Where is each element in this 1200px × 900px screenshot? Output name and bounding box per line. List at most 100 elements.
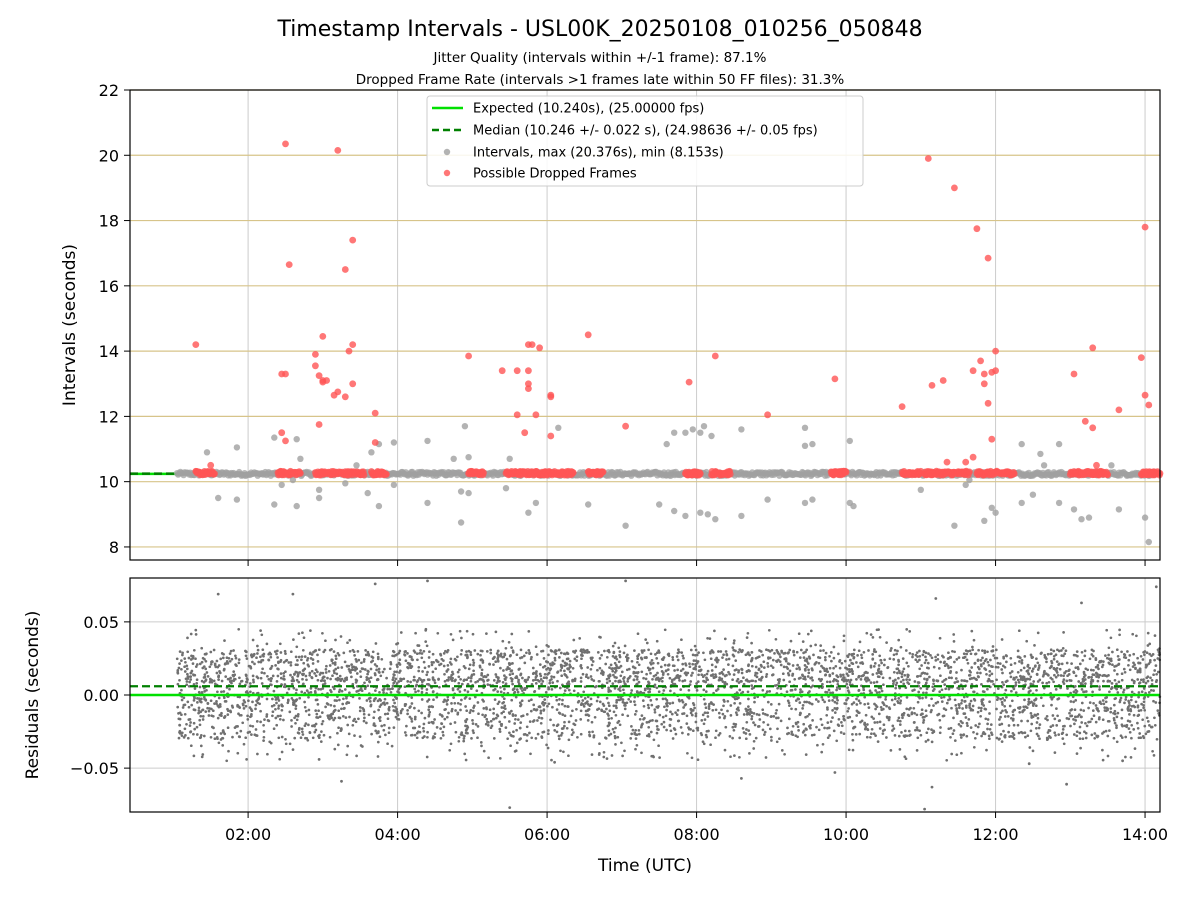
residual-point <box>1066 674 1069 678</box>
residual-point <box>880 689 884 693</box>
residual-point <box>432 735 435 738</box>
residual-point <box>1034 704 1038 708</box>
residual-point <box>1146 644 1150 647</box>
residual-point <box>369 703 373 707</box>
residual-point <box>460 636 463 640</box>
residual-point <box>825 713 829 717</box>
residual-point <box>357 689 360 693</box>
residual-point <box>534 682 538 685</box>
residual-point <box>552 723 555 727</box>
interval-point <box>233 496 241 503</box>
residual-point <box>722 698 726 702</box>
residual-point <box>874 707 877 711</box>
residual-point <box>636 660 639 664</box>
residual-point <box>769 703 773 706</box>
residual-point <box>650 659 654 662</box>
residual-point <box>298 671 302 674</box>
residual-point <box>750 664 754 668</box>
residual-point <box>248 682 252 685</box>
residual-point <box>695 653 699 657</box>
residual-point <box>762 720 765 724</box>
residual-point <box>636 632 640 636</box>
residual-point <box>619 664 623 668</box>
residual-point <box>870 732 873 736</box>
residual-point <box>508 731 511 735</box>
residual-point <box>371 650 375 654</box>
residual-point <box>545 743 548 747</box>
residual-point <box>895 681 899 685</box>
residual-point <box>661 715 665 719</box>
residual-point <box>195 678 199 682</box>
residual-point <box>966 661 970 665</box>
residual-point <box>626 653 629 657</box>
residual-point <box>190 703 194 707</box>
residual-point <box>599 636 602 639</box>
residual-point <box>927 704 931 707</box>
residual-point <box>219 657 223 661</box>
residual-point <box>764 756 768 759</box>
dropped-frame-point <box>584 331 592 339</box>
residual-point <box>614 726 617 730</box>
residual-point <box>412 649 416 653</box>
residual-point <box>612 704 616 708</box>
residual-point <box>358 709 362 713</box>
interval-point <box>663 440 670 448</box>
residual-point <box>356 650 360 653</box>
residual-point <box>413 687 417 691</box>
interval-point <box>293 502 300 510</box>
residual-point <box>772 715 776 718</box>
residual-point <box>456 655 459 659</box>
residual-point <box>726 699 730 703</box>
interval-point <box>764 496 771 503</box>
residual-point <box>766 665 770 668</box>
residual-point <box>384 733 387 737</box>
residual-point <box>1009 663 1013 667</box>
residual-point <box>298 696 302 700</box>
residual-point <box>467 667 471 671</box>
residual-point <box>534 645 538 649</box>
residual-point <box>1053 751 1057 754</box>
interval-point <box>315 494 323 502</box>
residual-point <box>283 683 287 686</box>
residual-point <box>817 700 820 703</box>
residual-point <box>308 731 312 735</box>
residual-point <box>536 732 540 736</box>
residual-point <box>826 708 829 711</box>
residual-point <box>807 671 811 675</box>
residual-point <box>541 649 545 653</box>
residual-point <box>469 679 473 683</box>
interval-point <box>697 429 704 436</box>
residual-point <box>422 660 426 664</box>
residual-point <box>911 653 915 656</box>
residual-point <box>332 687 336 691</box>
residual-point <box>197 706 201 710</box>
residual-point <box>529 709 533 713</box>
residual-point <box>313 724 316 728</box>
residual-point <box>192 732 195 736</box>
residual-point <box>481 713 484 717</box>
residual-point <box>679 688 683 691</box>
residual-point <box>460 649 464 652</box>
residual-point <box>615 701 618 704</box>
residual-point <box>503 687 506 691</box>
intervals-points <box>173 423 1160 546</box>
residual-point <box>1131 665 1135 668</box>
residual-point <box>619 685 623 688</box>
residual-point <box>843 659 847 663</box>
residual-point <box>220 679 224 683</box>
residual-point <box>677 648 680 652</box>
residual-point <box>453 721 457 724</box>
residual-point <box>951 649 954 653</box>
residual-point <box>1112 711 1115 715</box>
residual-point <box>1021 675 1025 679</box>
residual-point <box>305 678 308 682</box>
residual-point <box>553 729 557 732</box>
residual-point <box>788 669 792 673</box>
residual-point <box>915 651 919 654</box>
dropped-frame-point <box>532 411 540 419</box>
residual-point <box>294 721 297 725</box>
residual-point <box>311 736 315 740</box>
residual-point <box>1078 725 1082 729</box>
interval-point <box>375 502 383 510</box>
residual-point <box>1069 709 1072 712</box>
